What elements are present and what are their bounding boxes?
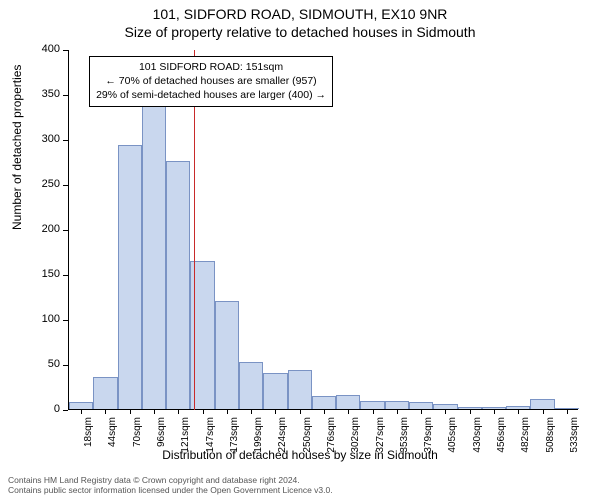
x-tick (348, 409, 349, 414)
x-tick (178, 409, 179, 414)
marker-callout: 101 SIDFORD ROAD: 151sqm ← 70% of detach… (89, 56, 333, 107)
x-tick (518, 409, 519, 414)
x-tick (470, 409, 471, 414)
callout-line-3: 29% of semi-detached houses are larger (… (96, 88, 326, 102)
callout-line-1: 101 SIDFORD ROAD: 151sqm (96, 60, 326, 74)
x-tick (397, 409, 398, 414)
x-tick (105, 409, 106, 414)
y-tick-label: 300 (30, 133, 60, 145)
bar (263, 373, 287, 409)
bar (530, 399, 554, 409)
bar (288, 370, 312, 409)
bar (239, 362, 263, 409)
bar (336, 395, 360, 409)
bar (69, 402, 93, 409)
bar (215, 301, 239, 409)
x-tick (445, 409, 446, 414)
bar (312, 396, 336, 410)
title-address: 101, SIDFORD ROAD, SIDMOUTH, EX10 9NR (0, 6, 600, 22)
x-tick (203, 409, 204, 414)
y-tick-label: 100 (30, 313, 60, 325)
footer-attribution: Contains HM Land Registry data © Crown c… (8, 475, 333, 496)
x-tick (81, 409, 82, 414)
plot-area: 101 SIDFORD ROAD: 151sqm ← 70% of detach… (68, 50, 578, 410)
bar (166, 161, 190, 409)
bar (409, 402, 433, 409)
x-tick (251, 409, 252, 414)
x-tick (227, 409, 228, 414)
footer-line-2: Contains public sector information licen… (8, 485, 333, 496)
y-tick-label: 150 (30, 268, 60, 280)
bar (360, 401, 384, 409)
x-tick (494, 409, 495, 414)
y-tick-label: 250 (30, 178, 60, 190)
y-tick (63, 410, 68, 411)
y-tick-label: 400 (30, 43, 60, 55)
x-tick (421, 409, 422, 414)
bar (142, 104, 166, 409)
bar (385, 401, 409, 409)
callout-line-2: ← 70% of detached houses are smaller (95… (96, 74, 326, 88)
x-tick (275, 409, 276, 414)
bar (93, 377, 117, 409)
x-tick (567, 409, 568, 414)
y-tick-label: 350 (30, 88, 60, 100)
bar (118, 145, 142, 409)
y-tick-label: 50 (30, 358, 60, 370)
y-axis-label: Number of detached properties (10, 65, 24, 230)
x-tick (324, 409, 325, 414)
title-subtitle: Size of property relative to detached ho… (0, 24, 600, 40)
x-tick (300, 409, 301, 414)
x-tick (154, 409, 155, 414)
y-tick-label: 0 (30, 403, 60, 415)
y-tick-label: 200 (30, 223, 60, 235)
chart-root: 101, SIDFORD ROAD, SIDMOUTH, EX10 9NR Si… (0, 0, 600, 500)
x-tick (373, 409, 374, 414)
footer-line-1: Contains HM Land Registry data © Crown c… (8, 475, 333, 486)
x-tick (543, 409, 544, 414)
x-tick (130, 409, 131, 414)
x-axis-label: Distribution of detached houses by size … (0, 448, 600, 462)
